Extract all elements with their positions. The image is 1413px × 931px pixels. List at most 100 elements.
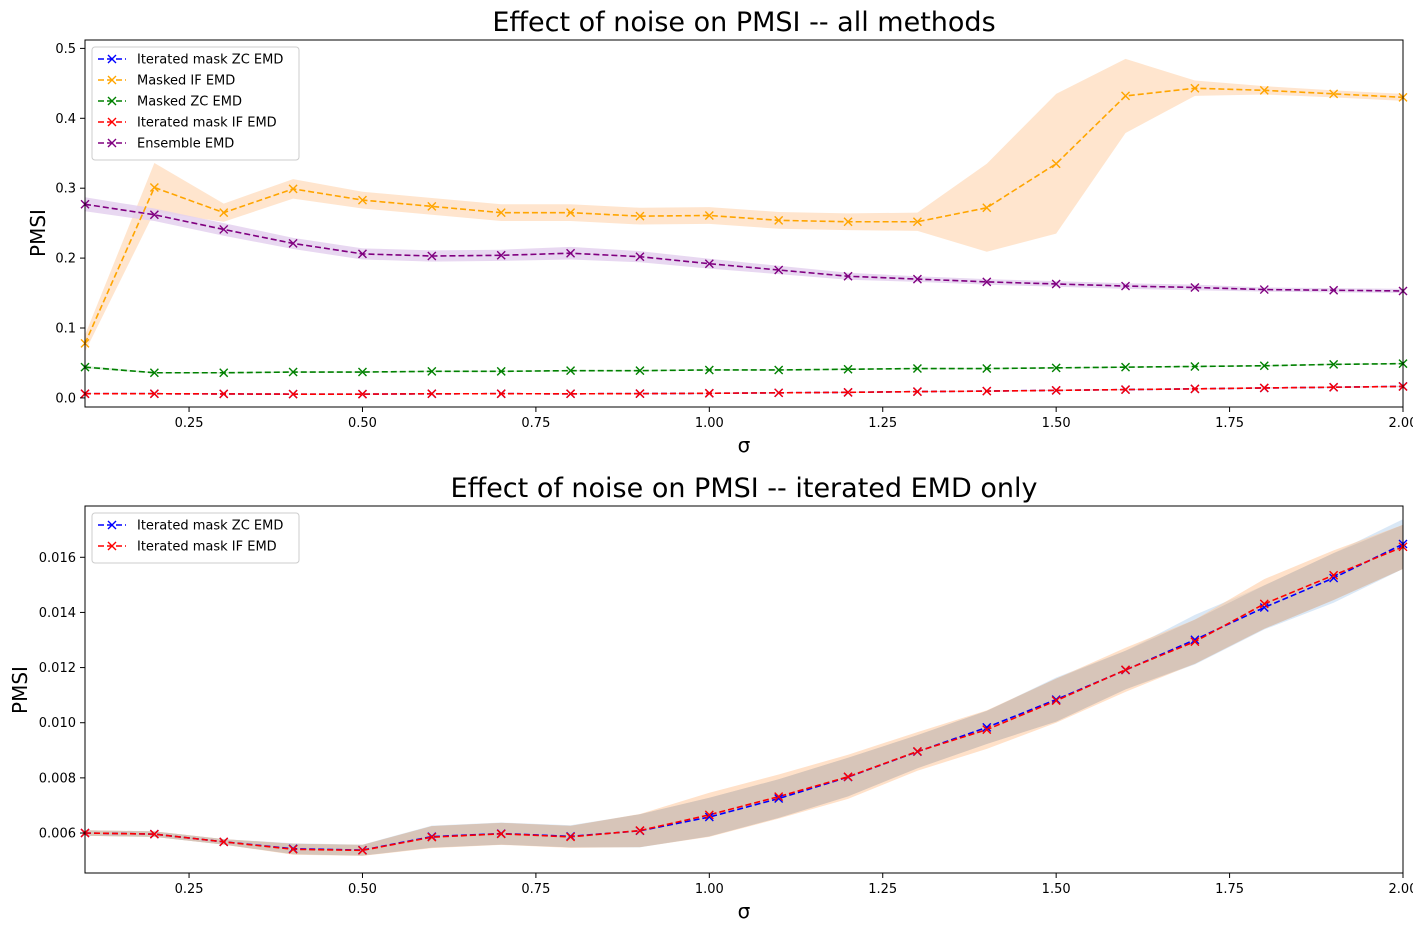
data-point-masked-if-emd xyxy=(427,201,437,211)
data-point-ensemble-emd xyxy=(219,224,229,234)
data-point-masked-if-emd xyxy=(288,184,298,194)
data-point-masked-if-emd xyxy=(149,183,159,192)
data-point-masked-zc-emd xyxy=(1329,359,1339,369)
data-point-ensemble-emd xyxy=(1051,279,1061,289)
data-point-iterated-mask-zc-emd xyxy=(982,722,992,732)
data-point-iterated-mask-zc-emd xyxy=(774,794,784,804)
data-point-ensemble-emd xyxy=(982,277,992,287)
data-point-masked-zc-emd xyxy=(496,366,506,376)
x-tick-label: 1.25 xyxy=(868,882,897,897)
data-point-masked-zc-emd xyxy=(149,368,159,378)
y-tick-label: 0.0 xyxy=(55,391,76,406)
data-point-iterated-mask-if-emd xyxy=(1329,382,1339,392)
legend-label: Masked IF EMD xyxy=(137,74,235,89)
x-tick-label: 0.50 xyxy=(348,416,377,431)
legend-marker xyxy=(107,117,117,127)
data-point-ensemble-emd xyxy=(1259,285,1269,295)
data-point-ensemble-emd xyxy=(1190,282,1200,292)
data-point-iterated-mask-if-emd xyxy=(1051,696,1061,706)
x-axis-label: σ xyxy=(738,433,751,457)
data-point-masked-if-emd xyxy=(912,217,922,227)
lines-layer xyxy=(84,87,1404,395)
data-point-masked-zc-emd xyxy=(1259,361,1269,371)
data-point-iterated-mask-if-emd xyxy=(357,389,367,399)
data-point-masked-zc-emd xyxy=(566,366,576,376)
data-point-iterated-mask-if-emd xyxy=(1190,637,1200,647)
legend-item-iterated-mask-if-emd: Iterated mask IF EMD xyxy=(98,116,277,131)
data-point-masked-if-emd xyxy=(982,203,992,213)
data-point-masked-zc-emd xyxy=(774,365,784,375)
legend-item-masked-zc-emd: Masked ZC EMD xyxy=(98,95,242,110)
legend: Iterated mask ZC EMD Iterated mask IF EMD xyxy=(91,512,300,564)
data-point-iterated-mask-if-emd xyxy=(704,810,714,820)
y-tick-label: 0.010 xyxy=(39,716,76,731)
x-tick-label: 1.50 xyxy=(1042,416,1071,431)
data-point-iterated-mask-if-emd xyxy=(1121,385,1131,395)
data-point-iterated-mask-if-emd xyxy=(219,389,229,399)
chart-title: Effect of noise on PMSI -- iterated EMD … xyxy=(451,473,1038,504)
data-point-iterated-mask-zc-emd xyxy=(1259,602,1269,612)
legend-item-ensemble-emd: Ensemble EMD xyxy=(98,137,234,152)
data-point-iterated-mask-if-emd xyxy=(843,772,853,782)
data-point-masked-zc-emd xyxy=(1190,361,1200,371)
data-point-ensemble-emd xyxy=(843,271,853,281)
data-point-iterated-mask-if-emd xyxy=(496,389,506,399)
x-tick-label: 0.50 xyxy=(348,882,377,897)
x-tick-label: 0.75 xyxy=(521,416,550,431)
legend-box xyxy=(91,512,300,564)
data-point-masked-if-emd xyxy=(704,210,714,220)
band-masked-if-emd xyxy=(85,58,1403,352)
data-point-masked-zc-emd xyxy=(427,366,437,376)
legend-label: Iterated mask IF EMD xyxy=(137,540,277,555)
data-point-masked-zc-emd xyxy=(843,364,853,374)
y-tick-label: 0.012 xyxy=(39,661,76,676)
lines-layer xyxy=(84,543,1404,852)
x-tick-label: 1.75 xyxy=(1215,882,1244,897)
data-point-masked-if-emd xyxy=(774,215,784,225)
data-point-iterated-mask-if-emd xyxy=(774,388,784,398)
y-tick-label: 0.014 xyxy=(39,606,76,621)
legend: Iterated mask ZC EMD Masked IF EMD Masked … xyxy=(91,46,300,161)
data-point-iterated-mask-if-emd xyxy=(774,792,784,802)
markers-layer xyxy=(80,83,1408,399)
data-point-masked-zc-emd xyxy=(635,366,645,376)
plot-frame xyxy=(84,505,1404,874)
data-point-iterated-mask-if-emd xyxy=(635,389,645,399)
x-tick-label: 2.00 xyxy=(1389,416,1413,431)
data-point-ensemble-emd xyxy=(635,252,645,262)
data-point-iterated-mask-if-emd xyxy=(635,826,645,836)
data-point-ensemble-emd xyxy=(427,251,437,261)
legend-marker xyxy=(107,541,117,551)
data-point-masked-zc-emd xyxy=(288,367,298,377)
legend-marker xyxy=(107,75,117,85)
legend-label: Iterated mask IF EMD xyxy=(137,116,277,131)
chart-all-methods: 0.25 0.50 0.75 1.00 1.25 1.50 1.75 2.00 0.0 0.1 0.… xyxy=(26,7,1413,457)
data-point-ensemble-emd xyxy=(1121,281,1131,291)
data-point-iterated-mask-if-emd xyxy=(1051,385,1061,395)
data-point-iterated-mask-if-emd xyxy=(982,725,992,735)
legend-marker xyxy=(107,96,117,106)
legend-item-iterated-mask-zc-emd: Iterated mask ZC EMD xyxy=(98,53,283,68)
y-tick-label: 0.1 xyxy=(55,322,76,337)
x-axis-label: σ xyxy=(738,899,751,923)
data-point-iterated-mask-if-emd xyxy=(288,389,298,399)
data-point-masked-zc-emd xyxy=(982,364,992,374)
legend-item-iterated-mask-if-emd: Iterated mask IF EMD xyxy=(98,540,277,555)
axes-layer: 0.25 0.50 0.75 1.00 1.25 1.50 1.75 2.00 0.006 0.0… xyxy=(39,505,1413,897)
legend-marker xyxy=(107,54,117,64)
data-point-ensemble-emd xyxy=(1329,285,1339,295)
data-point-iterated-mask-if-emd xyxy=(843,387,853,397)
x-tick-label: 0.75 xyxy=(521,882,550,897)
x-tick-label: 0.25 xyxy=(175,882,204,897)
data-point-iterated-mask-if-emd xyxy=(982,386,992,396)
y-tick-label: 0.2 xyxy=(55,252,76,267)
y-tick-label: 0.008 xyxy=(39,771,76,786)
y-axis-label: PMSI xyxy=(26,209,50,257)
data-point-iterated-mask-if-emd xyxy=(912,387,922,397)
legend-item-iterated-mask-zc-emd: Iterated mask ZC EMD xyxy=(98,519,283,534)
legend-label: Ensemble EMD xyxy=(137,137,234,152)
data-point-iterated-mask-if-emd xyxy=(1329,570,1339,580)
data-point-iterated-mask-if-emd xyxy=(288,844,298,854)
x-tick-label: 1.25 xyxy=(868,416,897,431)
